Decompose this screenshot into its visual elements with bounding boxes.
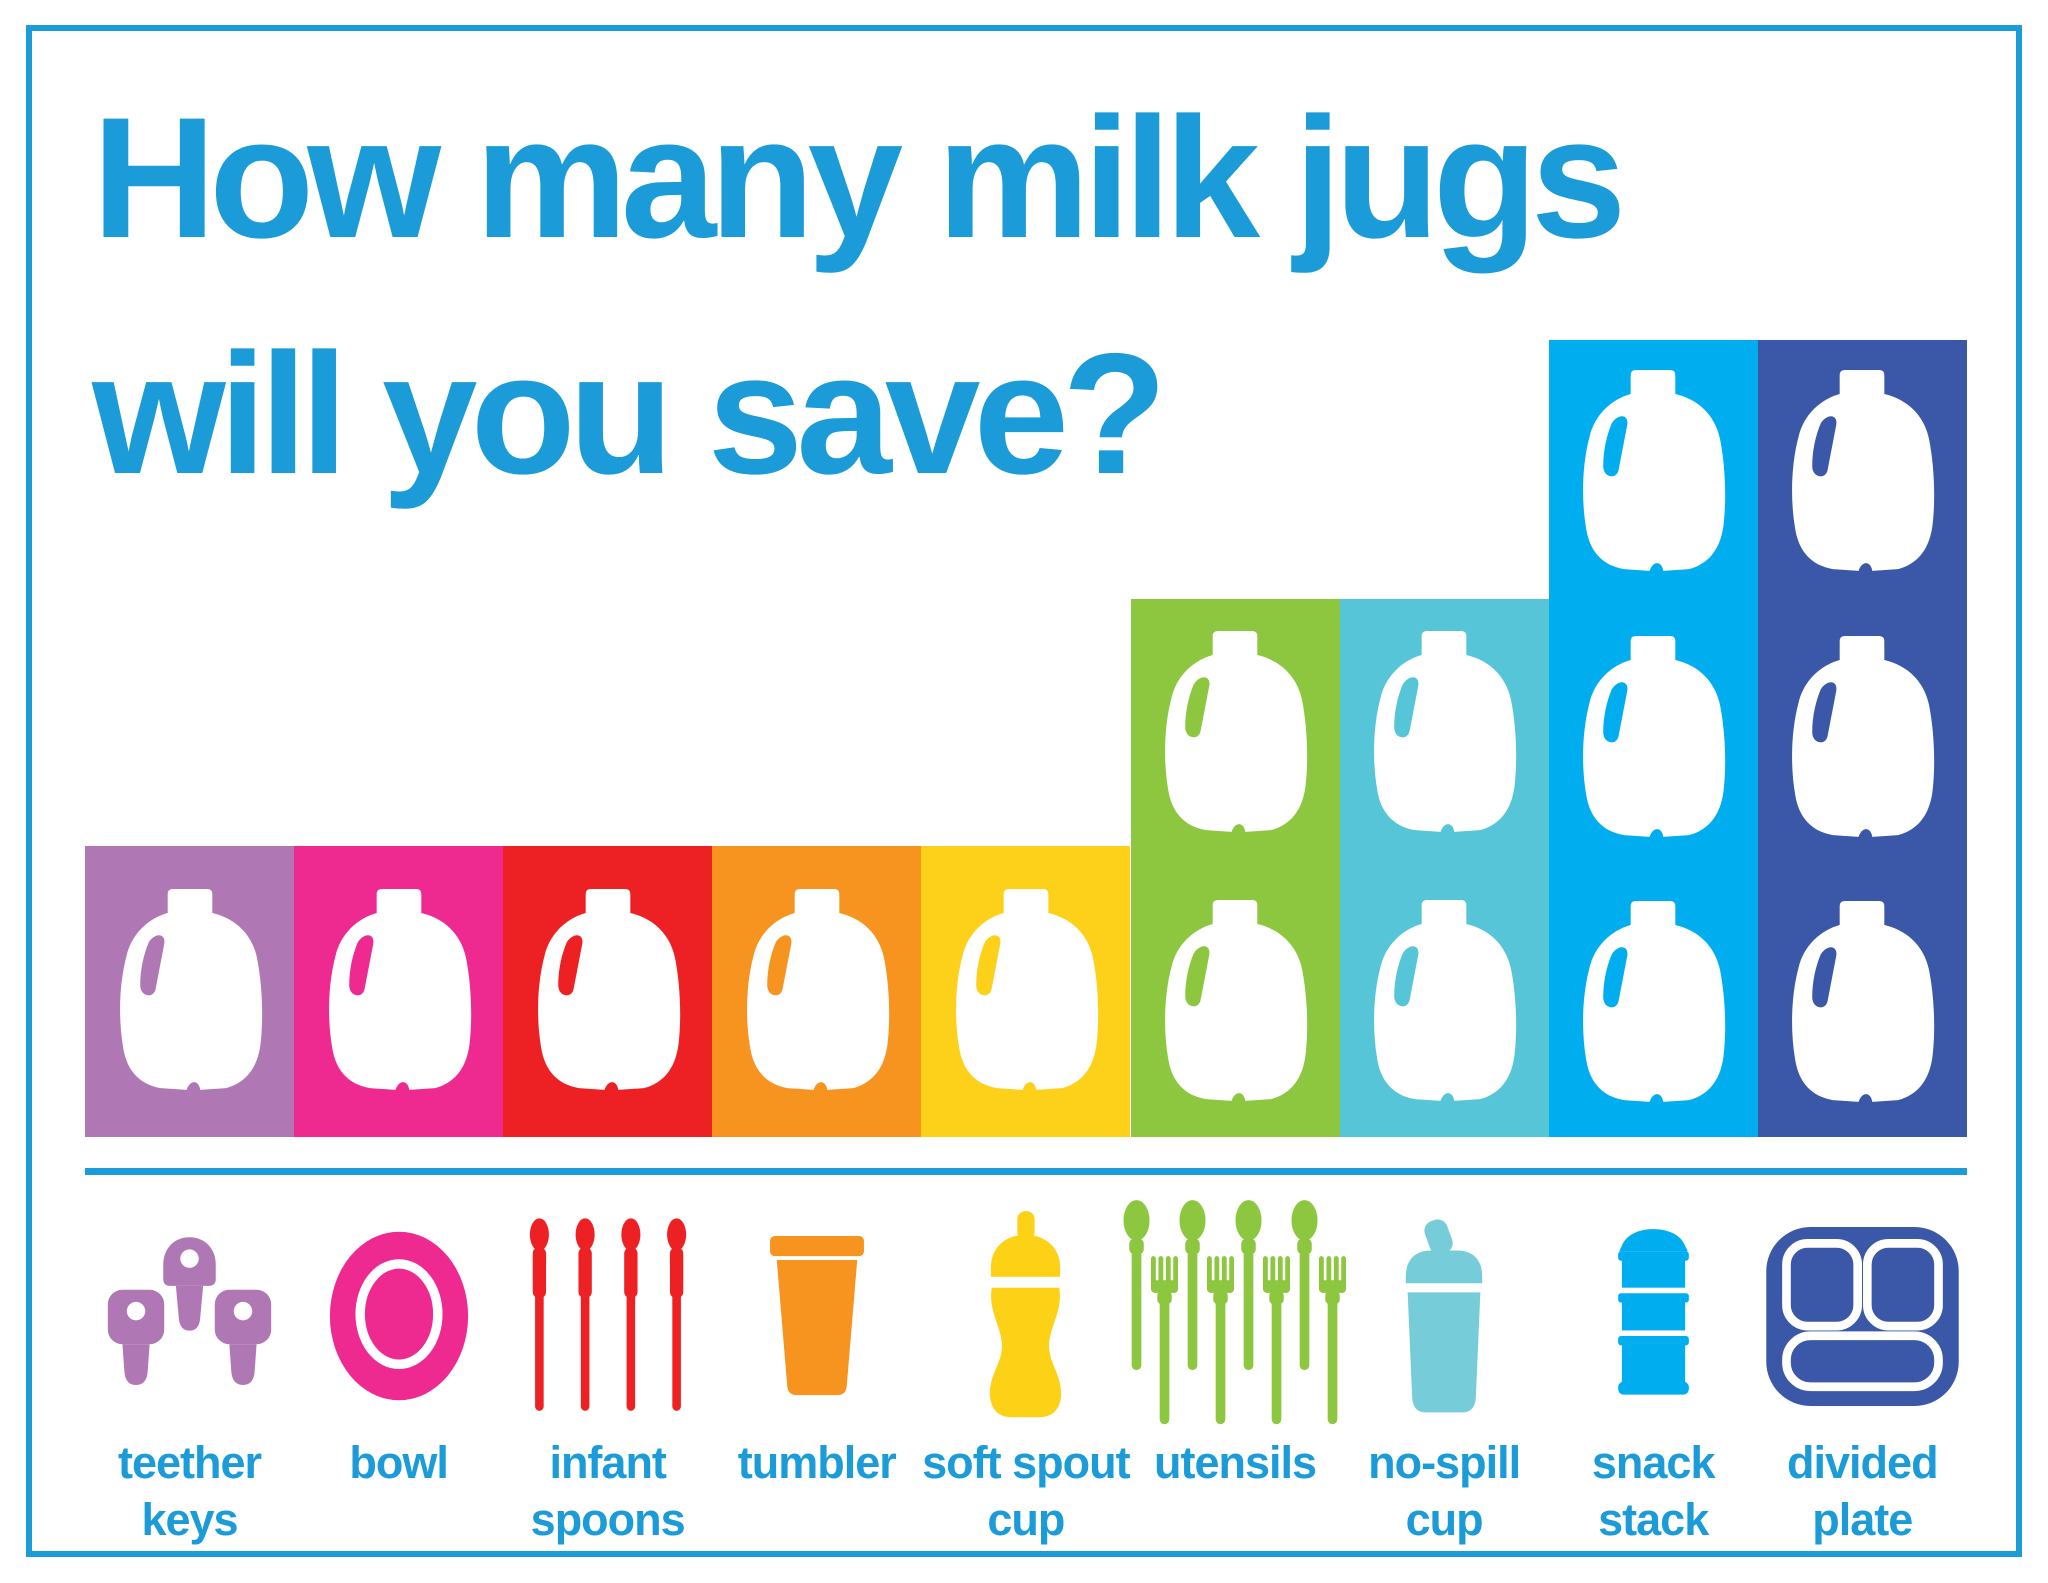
- bar-column-soft-spout-cup: [921, 846, 1131, 1137]
- product-label: bowl: [349, 1437, 448, 1488]
- divided-plate-icon: [1766, 1226, 1959, 1406]
- milk-jug-icon: [1792, 901, 1935, 1103]
- no-spill-cup-icon: [1405, 1219, 1483, 1413]
- title-line-2: will you save?: [92, 318, 1167, 510]
- infant-spoons-icon: [529, 1218, 686, 1411]
- utensils-icon: [1123, 1200, 1347, 1425]
- product-label: snack stack: [1591, 1437, 1716, 1545]
- product-infant-spoons: infant spoons: [503, 1205, 712, 1557]
- product-tumbler: tumbler: [712, 1205, 921, 1557]
- bowl-icon: [329, 1231, 468, 1401]
- product-soft-spout-cup: soft spout cup: [921, 1205, 1131, 1557]
- teether-keys-icon: [107, 1237, 272, 1386]
- product-bowl: bowl: [294, 1205, 503, 1557]
- milk-jug-icon: [1583, 635, 1726, 837]
- bar-column-teether-keys: [85, 846, 295, 1137]
- product-no-spill-cup: no-spill cup: [1340, 1205, 1549, 1557]
- milk-jug-icon: [1583, 369, 1726, 571]
- product-label: tumbler: [737, 1437, 897, 1488]
- milk-jug-icon: [1165, 899, 1308, 1101]
- milk-jug-icon: [537, 888, 680, 1090]
- product-label: utensils: [1153, 1437, 1317, 1488]
- milk-jug-icon: [1374, 630, 1517, 832]
- milk-jug-icon: [746, 888, 890, 1090]
- soft-spout-cup-icon: [990, 1211, 1062, 1418]
- product-teether-keys: teether keys: [85, 1205, 294, 1557]
- bar-column-utensils: [1130, 599, 1340, 1137]
- title-line-1: How many milk jugs: [92, 82, 1626, 274]
- tumbler-icon: [769, 1235, 864, 1395]
- product-label: teether keys: [117, 1437, 262, 1545]
- milk-jug-icon: [1792, 369, 1935, 571]
- milk-jug-icon: [119, 888, 262, 1090]
- product-label: divided plate: [1787, 1437, 1939, 1545]
- milk-jug-icon: [1374, 899, 1517, 1101]
- product-label: soft spout cup: [922, 1437, 1130, 1545]
- product-label: infant spoons: [530, 1437, 686, 1545]
- bar-column-snack-stack: [1548, 340, 1758, 1137]
- milk-jug-icon: [328, 888, 471, 1090]
- milk-jug-icon: [1165, 630, 1308, 832]
- bar-column-infant-spoons: [503, 846, 713, 1137]
- milk-jug-icon: [1792, 635, 1935, 837]
- milk-jug-icon: [955, 888, 1099, 1090]
- product-legend: teether keys bowl: [0, 1200, 2048, 1557]
- bar-column-divided-plate: [1757, 340, 1967, 1137]
- snack-stack-icon: [1617, 1228, 1689, 1395]
- milk-jug-icon: [1583, 901, 1726, 1103]
- product-utensils: utensils: [1123, 1200, 1347, 1557]
- product-snack-stack: snack stack: [1549, 1205, 1758, 1557]
- bar-column-bowl: [294, 846, 504, 1137]
- product-divided-plate: divided plate: [1758, 1205, 1967, 1557]
- poster-title: How many milk jugs will you save?: [92, 60, 1626, 532]
- separator-line: [85, 1168, 1967, 1175]
- product-label: no-spill cup: [1368, 1437, 1521, 1545]
- bar-column-tumbler: [712, 846, 922, 1137]
- bar-column-no-spill-cup: [1339, 599, 1549, 1137]
